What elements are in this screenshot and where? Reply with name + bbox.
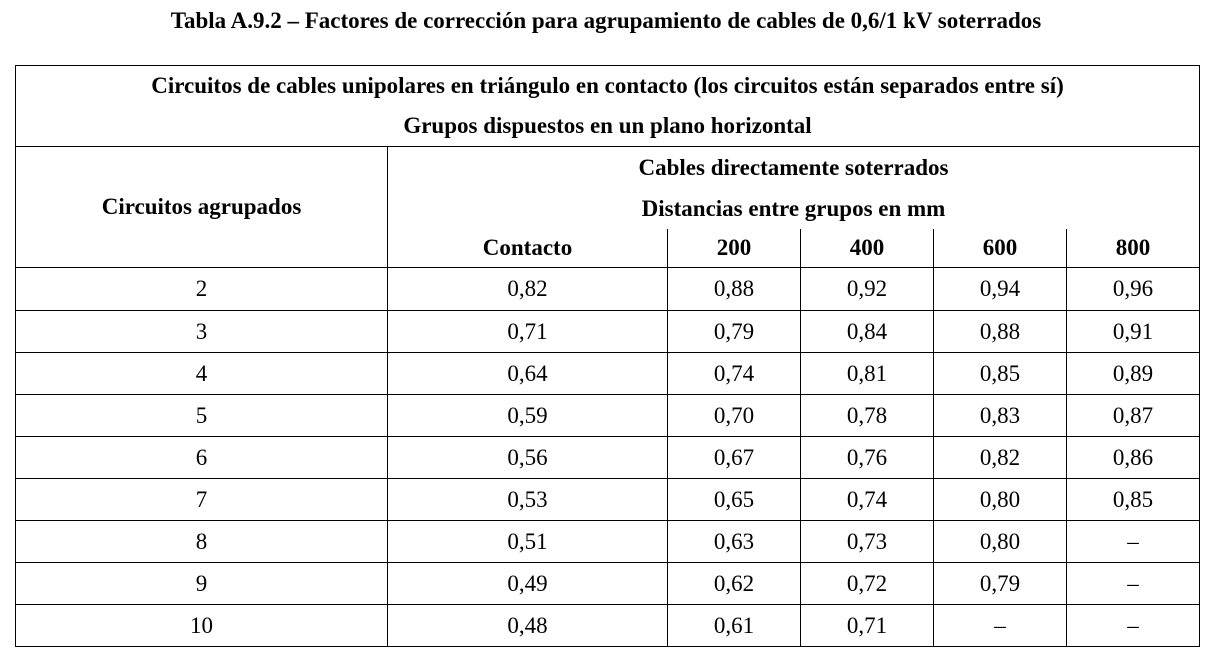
header-row-group: Circuitos agrupados Cables directamente … xyxy=(15,146,1201,268)
cell-circuits: 2 xyxy=(15,267,388,311)
cell-value: – xyxy=(1065,520,1201,563)
group-header-line-2: Distancias entre grupos en mm xyxy=(641,196,946,221)
cell-value: – xyxy=(933,604,1067,647)
cell-value: – xyxy=(1065,562,1201,605)
header-line-1: Circuitos de cables unipolares en triáng… xyxy=(151,73,1064,98)
column-header-contacto: Contacto xyxy=(387,229,668,268)
cell-value: 0,89 xyxy=(1065,352,1201,395)
cell-value: 0,81 xyxy=(800,352,934,395)
table-row: 6 0,56 0,67 0,76 0,82 0,86 xyxy=(15,436,1201,479)
cell-value: 0,94 xyxy=(933,267,1067,311)
cell-circuits: 8 xyxy=(15,520,388,563)
group-header-line-1: Cables directamente soterrados xyxy=(638,155,949,180)
cell-circuits: 10 xyxy=(15,604,388,647)
cell-value: 0,79 xyxy=(933,562,1067,605)
cell-value: 0,80 xyxy=(933,520,1067,563)
cell-value: 0,82 xyxy=(933,436,1067,479)
cell-value: 0,62 xyxy=(667,562,801,605)
cell-value: 0,59 xyxy=(387,394,668,437)
table-row: 8 0,51 0,63 0,73 0,80– xyxy=(15,520,1201,563)
cell-value: 0,76 xyxy=(800,436,934,479)
table-title: Tabla A.9.2 – Factores de corrección par… xyxy=(170,8,1042,33)
header-row-main: Circuitos de cables unipolares en triáng… xyxy=(14,65,1201,147)
cell-value: 0,88 xyxy=(933,310,1067,353)
cell-value: 0,49 xyxy=(387,562,668,605)
cell-value: 0,64 xyxy=(387,352,668,395)
cell-value: 0,70 xyxy=(667,394,801,437)
cell-value: 0,74 xyxy=(667,352,801,395)
table-row: 7 0,53 0,65 0,74 0,80 0,85 xyxy=(15,478,1201,521)
cell-value: 0,48 xyxy=(387,604,668,647)
column-header-400: 400 xyxy=(800,229,934,268)
table-row: 4 0,64 0,74 0,81 0,85 0,89 xyxy=(15,352,1201,395)
cell-value: 0,65 xyxy=(667,478,801,521)
cell-value: 0,61 xyxy=(667,604,801,647)
cell-value: 0,71 xyxy=(800,604,934,647)
cell-value: 0,88 xyxy=(667,267,801,311)
table-row: 5 0,59 0,70 0,78 0,83 0,87 xyxy=(15,394,1201,437)
cell-value: 0,67 xyxy=(667,436,801,479)
cell-circuits: 4 xyxy=(15,352,388,395)
cell-value: 0,91 xyxy=(1065,310,1201,353)
cell-value: 0,82 xyxy=(387,267,668,311)
cell-circuits: 7 xyxy=(15,478,388,521)
cell-value: 0,73 xyxy=(800,520,934,563)
cell-value: 0,80 xyxy=(933,478,1067,521)
table-row: 2 0,82 0,88 0,92 0,94 0,96 xyxy=(15,267,1201,311)
cell-value: 0,79 xyxy=(667,310,801,353)
cell-circuits: 3 xyxy=(15,310,388,353)
correction-factors-table: Circuitos de cables unipolares en triáng… xyxy=(14,65,1201,647)
group-header: Cables directamente soterrados Distancia… xyxy=(386,146,1201,229)
column-header-200: 200 xyxy=(667,229,801,268)
cell-value: 0,63 xyxy=(667,520,801,563)
cell-value: 0,53 xyxy=(387,478,668,521)
header-row-columns: Contacto 200 400 600 800 xyxy=(16,229,1201,268)
table-row: 10 0,48 0,61 0,71– – xyxy=(15,604,1201,647)
table-main-header: Circuitos de cables unipolares en triáng… xyxy=(14,65,1201,147)
cell-circuits: 5 xyxy=(15,394,388,437)
cell-value: 0,85 xyxy=(1065,478,1201,521)
cell-value: 0,72 xyxy=(800,562,934,605)
cell-value: 0,71 xyxy=(387,310,668,353)
table-row: 9 0,49 0,62 0,72 0,79– xyxy=(15,562,1201,605)
header-line-2: Grupos dispuestos en un plano horizontal xyxy=(403,113,812,138)
cell-value: 0,86 xyxy=(1065,436,1201,479)
column-header-circuits: Circuitos agrupados xyxy=(15,146,388,268)
cell-value: 0,85 xyxy=(933,352,1067,395)
cell-circuits: 9 xyxy=(15,562,388,605)
cell-value: 0,84 xyxy=(800,310,934,353)
cell-value: 0,92 xyxy=(800,267,934,311)
table-row: 3 0,71 0,79 0,84 0,88 0,91 xyxy=(15,310,1201,353)
column-header-600: 600 xyxy=(933,229,1067,268)
cell-value: 0,78 xyxy=(800,394,934,437)
cell-value: – xyxy=(1065,604,1201,647)
cell-value: 0,83 xyxy=(933,394,1067,437)
cell-circuits: 6 xyxy=(15,436,388,479)
cell-value: 0,87 xyxy=(1065,394,1201,437)
column-header-800: 800 xyxy=(1065,229,1201,268)
cell-value: 0,51 xyxy=(387,520,668,563)
cell-value: 0,56 xyxy=(387,436,668,479)
cell-value: 0,96 xyxy=(1065,267,1201,311)
cell-value: 0,74 xyxy=(800,478,934,521)
